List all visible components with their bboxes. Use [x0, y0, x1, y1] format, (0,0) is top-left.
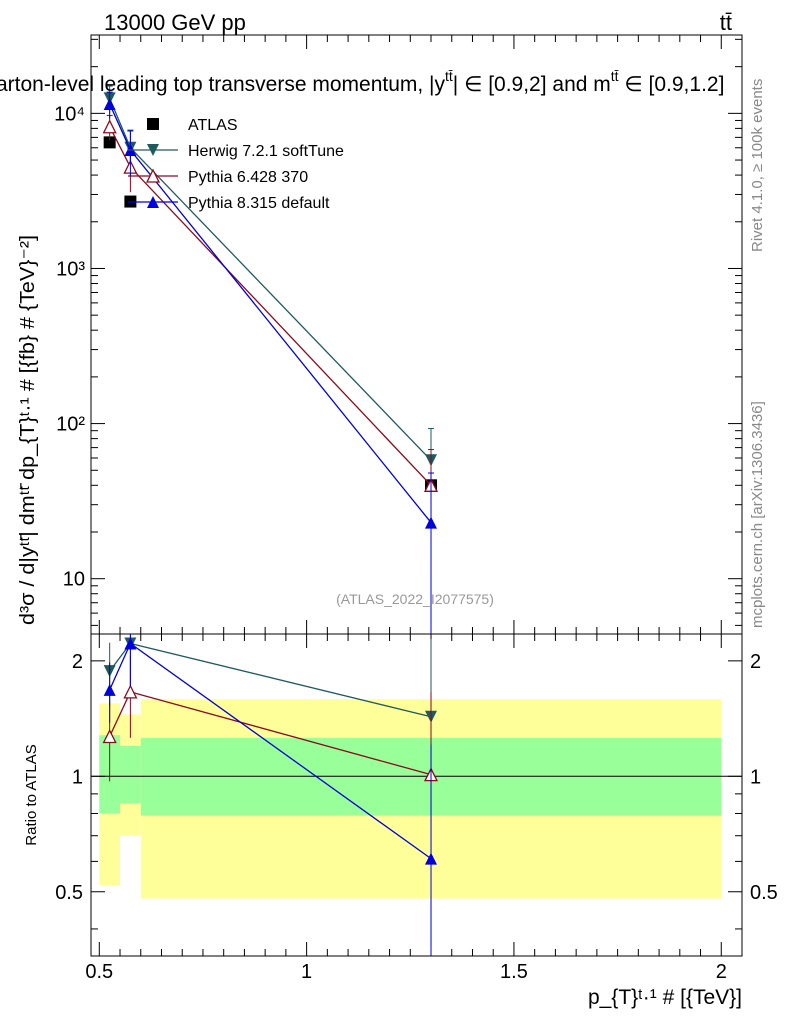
ratio-y-tick-label: 1 [72, 766, 83, 788]
data-point-ratio [124, 637, 137, 650]
x-tick-label: 0.5 [85, 961, 113, 983]
ratio-uncertainty-bands [99, 699, 722, 899]
ratio-panel-border [90, 633, 743, 957]
x-axis-label: p_{T}ᵗ·¹ # [{TeV}] [588, 986, 742, 1009]
legend: ATLAS Herwig 7.2.1 softTune Pythia 6.428 3… [128, 117, 344, 212]
main-y-tick-label: 10² [56, 414, 85, 436]
main-y-tick-label: 10⁴ [54, 103, 85, 125]
ratio-band-green [120, 745, 141, 804]
plot-title: arton-level leading top transverse momen… [0, 68, 724, 96]
ratio-y-tick-label-right: 2 [750, 651, 761, 673]
x-tick-label: 1.5 [500, 961, 528, 983]
legend-entry-label: ATLAS [188, 117, 238, 134]
legend-entry-label: Pythia 6.428 370 [188, 169, 308, 186]
data-point [425, 516, 438, 529]
ratio-y-tick-label-right: 0.5 [750, 882, 778, 904]
rivet-label: Rivet 4.1.0, ≥ 100k events [749, 79, 766, 252]
energy-label: 13000 GeV pp [104, 10, 246, 35]
legend-marker [147, 196, 159, 208]
data-point-ratio [103, 683, 116, 696]
data-point [102, 119, 117, 134]
legend-entry-label: Herwig 7.2.1 softTune [188, 143, 344, 160]
data-point-ratio [123, 684, 138, 699]
legend-marker [147, 144, 159, 156]
main-y-axis-label: d³σ / d|yᵗᵗ̄| dmᵗᵗ̄ dp_{T}ᵗ·¹ # [{fb} # … [17, 235, 39, 625]
series-pythia-8-315-default [103, 91, 438, 956]
series-line-main [109, 103, 432, 523]
ratio-y-axis-label: Ratio to ATLAS [23, 744, 40, 845]
ratio-panel-frame [90, 633, 743, 957]
ratio-y-tick-label: 2 [72, 651, 83, 673]
legend-marker [147, 118, 159, 130]
series-pythia-6-428-370 [102, 114, 439, 947]
mcplots-label: mcplots.cern.ch [arXiv:1306.3436] [749, 401, 766, 628]
data-point [103, 136, 116, 149]
process-label: tt̄ [720, 10, 732, 35]
data-point [103, 97, 116, 110]
x-tick-label: 1 [301, 961, 312, 983]
main-y-tick-label: 10 [63, 569, 85, 591]
main-y-tick-label: 10³ [56, 258, 85, 280]
ratio-y-tick-label: 0.5 [55, 882, 83, 904]
analysis-watermark: (ATLAS_2022_I2077575) [336, 591, 494, 607]
ratio-y-tick-label-right: 1 [750, 766, 761, 788]
legend-entry-label: Pythia 8.315 default [188, 195, 330, 212]
data-point-ratio [425, 852, 438, 865]
data-point-ratio [102, 729, 117, 744]
data-series [102, 85, 439, 956]
legend-marker [145, 168, 161, 183]
x-tick-label: 2 [716, 961, 727, 983]
